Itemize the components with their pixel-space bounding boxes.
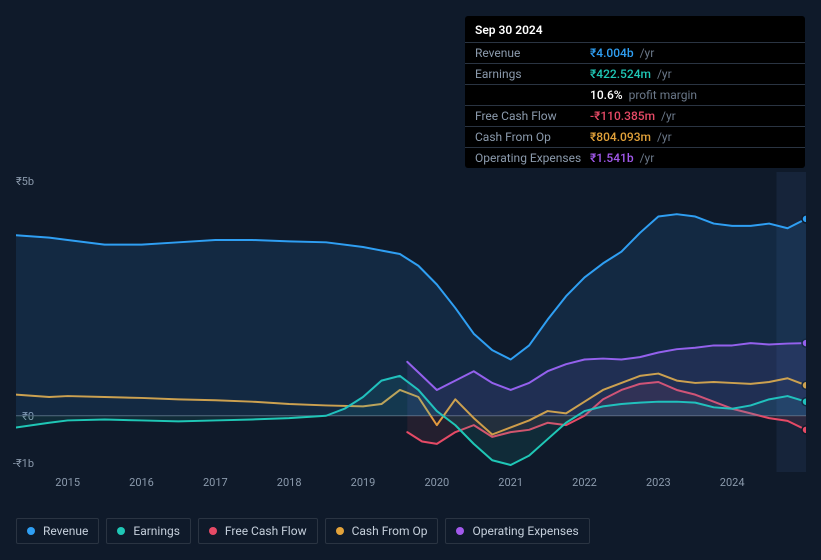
tooltip-row-label: Earnings bbox=[475, 68, 590, 80]
tooltip-row-value: ₹4.004b /yr bbox=[590, 47, 654, 59]
legend-item[interactable]: Revenue bbox=[16, 518, 99, 544]
tooltip-row-value: ₹422.524m /yr bbox=[590, 68, 672, 80]
x-tick-label: 2022 bbox=[572, 476, 597, 489]
tooltip-rows: Revenue₹4.004b /yrEarnings₹422.524m /yr1… bbox=[465, 42, 805, 168]
tooltip-row-value: ₹804.093m /yr bbox=[590, 131, 672, 143]
legend-label: Cash From Op bbox=[352, 524, 428, 538]
legend-label: Revenue bbox=[43, 524, 88, 538]
legend-item[interactable]: Operating Expenses bbox=[445, 518, 589, 544]
legend-item[interactable]: Free Cash Flow bbox=[198, 518, 318, 544]
tooltip-row-value: 10.6% profit margin bbox=[590, 89, 697, 101]
x-tick-label: 2019 bbox=[351, 476, 376, 489]
tooltip-row-label: Revenue bbox=[475, 47, 590, 59]
tooltip-row: Revenue₹4.004b /yr bbox=[465, 42, 805, 63]
x-tick-label: 2017 bbox=[203, 476, 228, 489]
tooltip-row: Free Cash Flow-₹110.385m /yr bbox=[465, 105, 805, 126]
x-tick-label: 2024 bbox=[720, 476, 745, 489]
tooltip-date: Sep 30 2024 bbox=[465, 16, 805, 42]
x-tick-label: 2018 bbox=[277, 476, 302, 489]
series-marker bbox=[802, 215, 806, 223]
x-tick-label: 2016 bbox=[129, 476, 154, 489]
legend-swatch bbox=[27, 527, 35, 535]
x-tick-label: 2015 bbox=[55, 476, 80, 489]
tooltip-row: 10.6% profit margin bbox=[465, 84, 805, 105]
series-marker bbox=[802, 426, 806, 434]
legend-swatch bbox=[336, 527, 344, 535]
tooltip-row-value: -₹110.385m /yr bbox=[590, 110, 676, 122]
chart-plot[interactable] bbox=[16, 172, 806, 472]
chart-area: ₹5b₹0-₹1b 201520162017201820192020202120… bbox=[16, 158, 806, 508]
legend-swatch bbox=[456, 527, 464, 535]
legend-item[interactable]: Earnings bbox=[106, 518, 191, 544]
tooltip-row-label: Cash From Op bbox=[475, 131, 590, 143]
tooltip-row: Cash From Op₹804.093m /yr bbox=[465, 126, 805, 147]
legend-swatch bbox=[117, 527, 125, 535]
tooltip-row: Earnings₹422.524m /yr bbox=[465, 63, 805, 84]
x-tick-label: 2021 bbox=[498, 476, 523, 489]
legend-swatch bbox=[209, 527, 217, 535]
x-tick-label: 2023 bbox=[646, 476, 671, 489]
legend: Revenue Earnings Free Cash Flow Cash From O… bbox=[16, 518, 590, 544]
x-tick-label: 2020 bbox=[424, 476, 449, 489]
tooltip-row-label: Free Cash Flow bbox=[475, 110, 590, 122]
legend-item[interactable]: Cash From Op bbox=[325, 518, 439, 544]
tooltip-row-label bbox=[475, 89, 590, 101]
legend-label: Free Cash Flow bbox=[225, 524, 307, 538]
legend-label: Earnings bbox=[133, 524, 180, 538]
tooltip-panel: Sep 30 2024 Revenue₹4.004b /yrEarnings₹4… bbox=[465, 16, 805, 168]
legend-label: Operating Expenses bbox=[472, 524, 578, 538]
